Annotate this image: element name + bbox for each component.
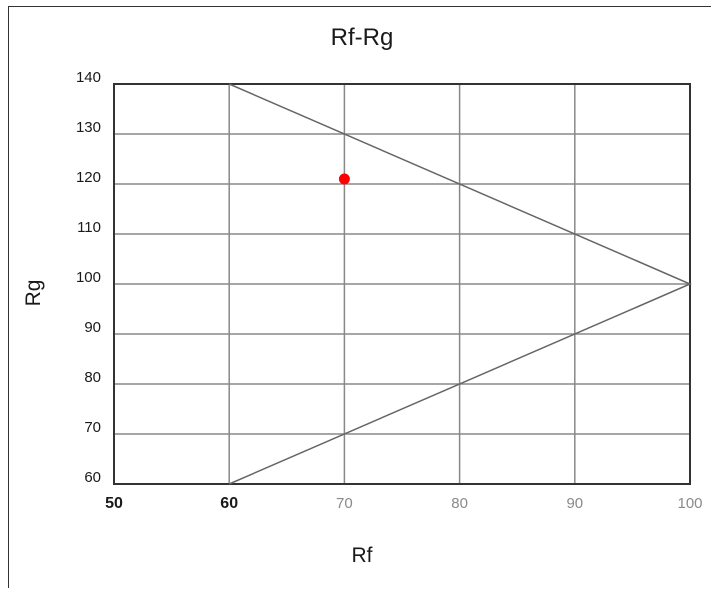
- x-tick-label-80: 80: [451, 495, 468, 512]
- data-point-0: [338, 173, 350, 185]
- gamut-boundary-line: [228, 83, 692, 485]
- y-tick-label-90: 90: [84, 319, 101, 336]
- chart-frame: [8, 6, 711, 588]
- y-tick-label-130: 130: [76, 119, 101, 136]
- data-points: [338, 173, 350, 185]
- x-tick-label-50: 50: [105, 495, 123, 512]
- y-tick-labels: 60 70 80 90 100 110 120 130 140: [76, 69, 101, 486]
- y-tick-label-60: 60: [84, 469, 101, 486]
- y-tick-label-140: 140: [76, 69, 101, 86]
- x-axis-label: Rf: [352, 544, 373, 567]
- y-tick-label-100: 100: [76, 269, 101, 286]
- x-tick-label-70: 70: [336, 495, 353, 512]
- y-tick-label-110: 110: [77, 219, 101, 236]
- y-tick-label-70: 70: [84, 419, 101, 436]
- x-tick-label-90: 90: [566, 495, 583, 512]
- chart-title: Rf-Rg: [331, 24, 394, 51]
- grid-lines: [113, 83, 691, 485]
- x-tick-label-100: 100: [677, 495, 702, 512]
- x-tick-labels: 50 60 70 80 90 100: [105, 495, 702, 512]
- y-tick-label-120: 120: [76, 169, 101, 186]
- x-tick-label-60: 60: [220, 495, 238, 512]
- y-tick-label-80: 80: [84, 369, 101, 386]
- y-axis-label: Rg: [22, 280, 45, 307]
